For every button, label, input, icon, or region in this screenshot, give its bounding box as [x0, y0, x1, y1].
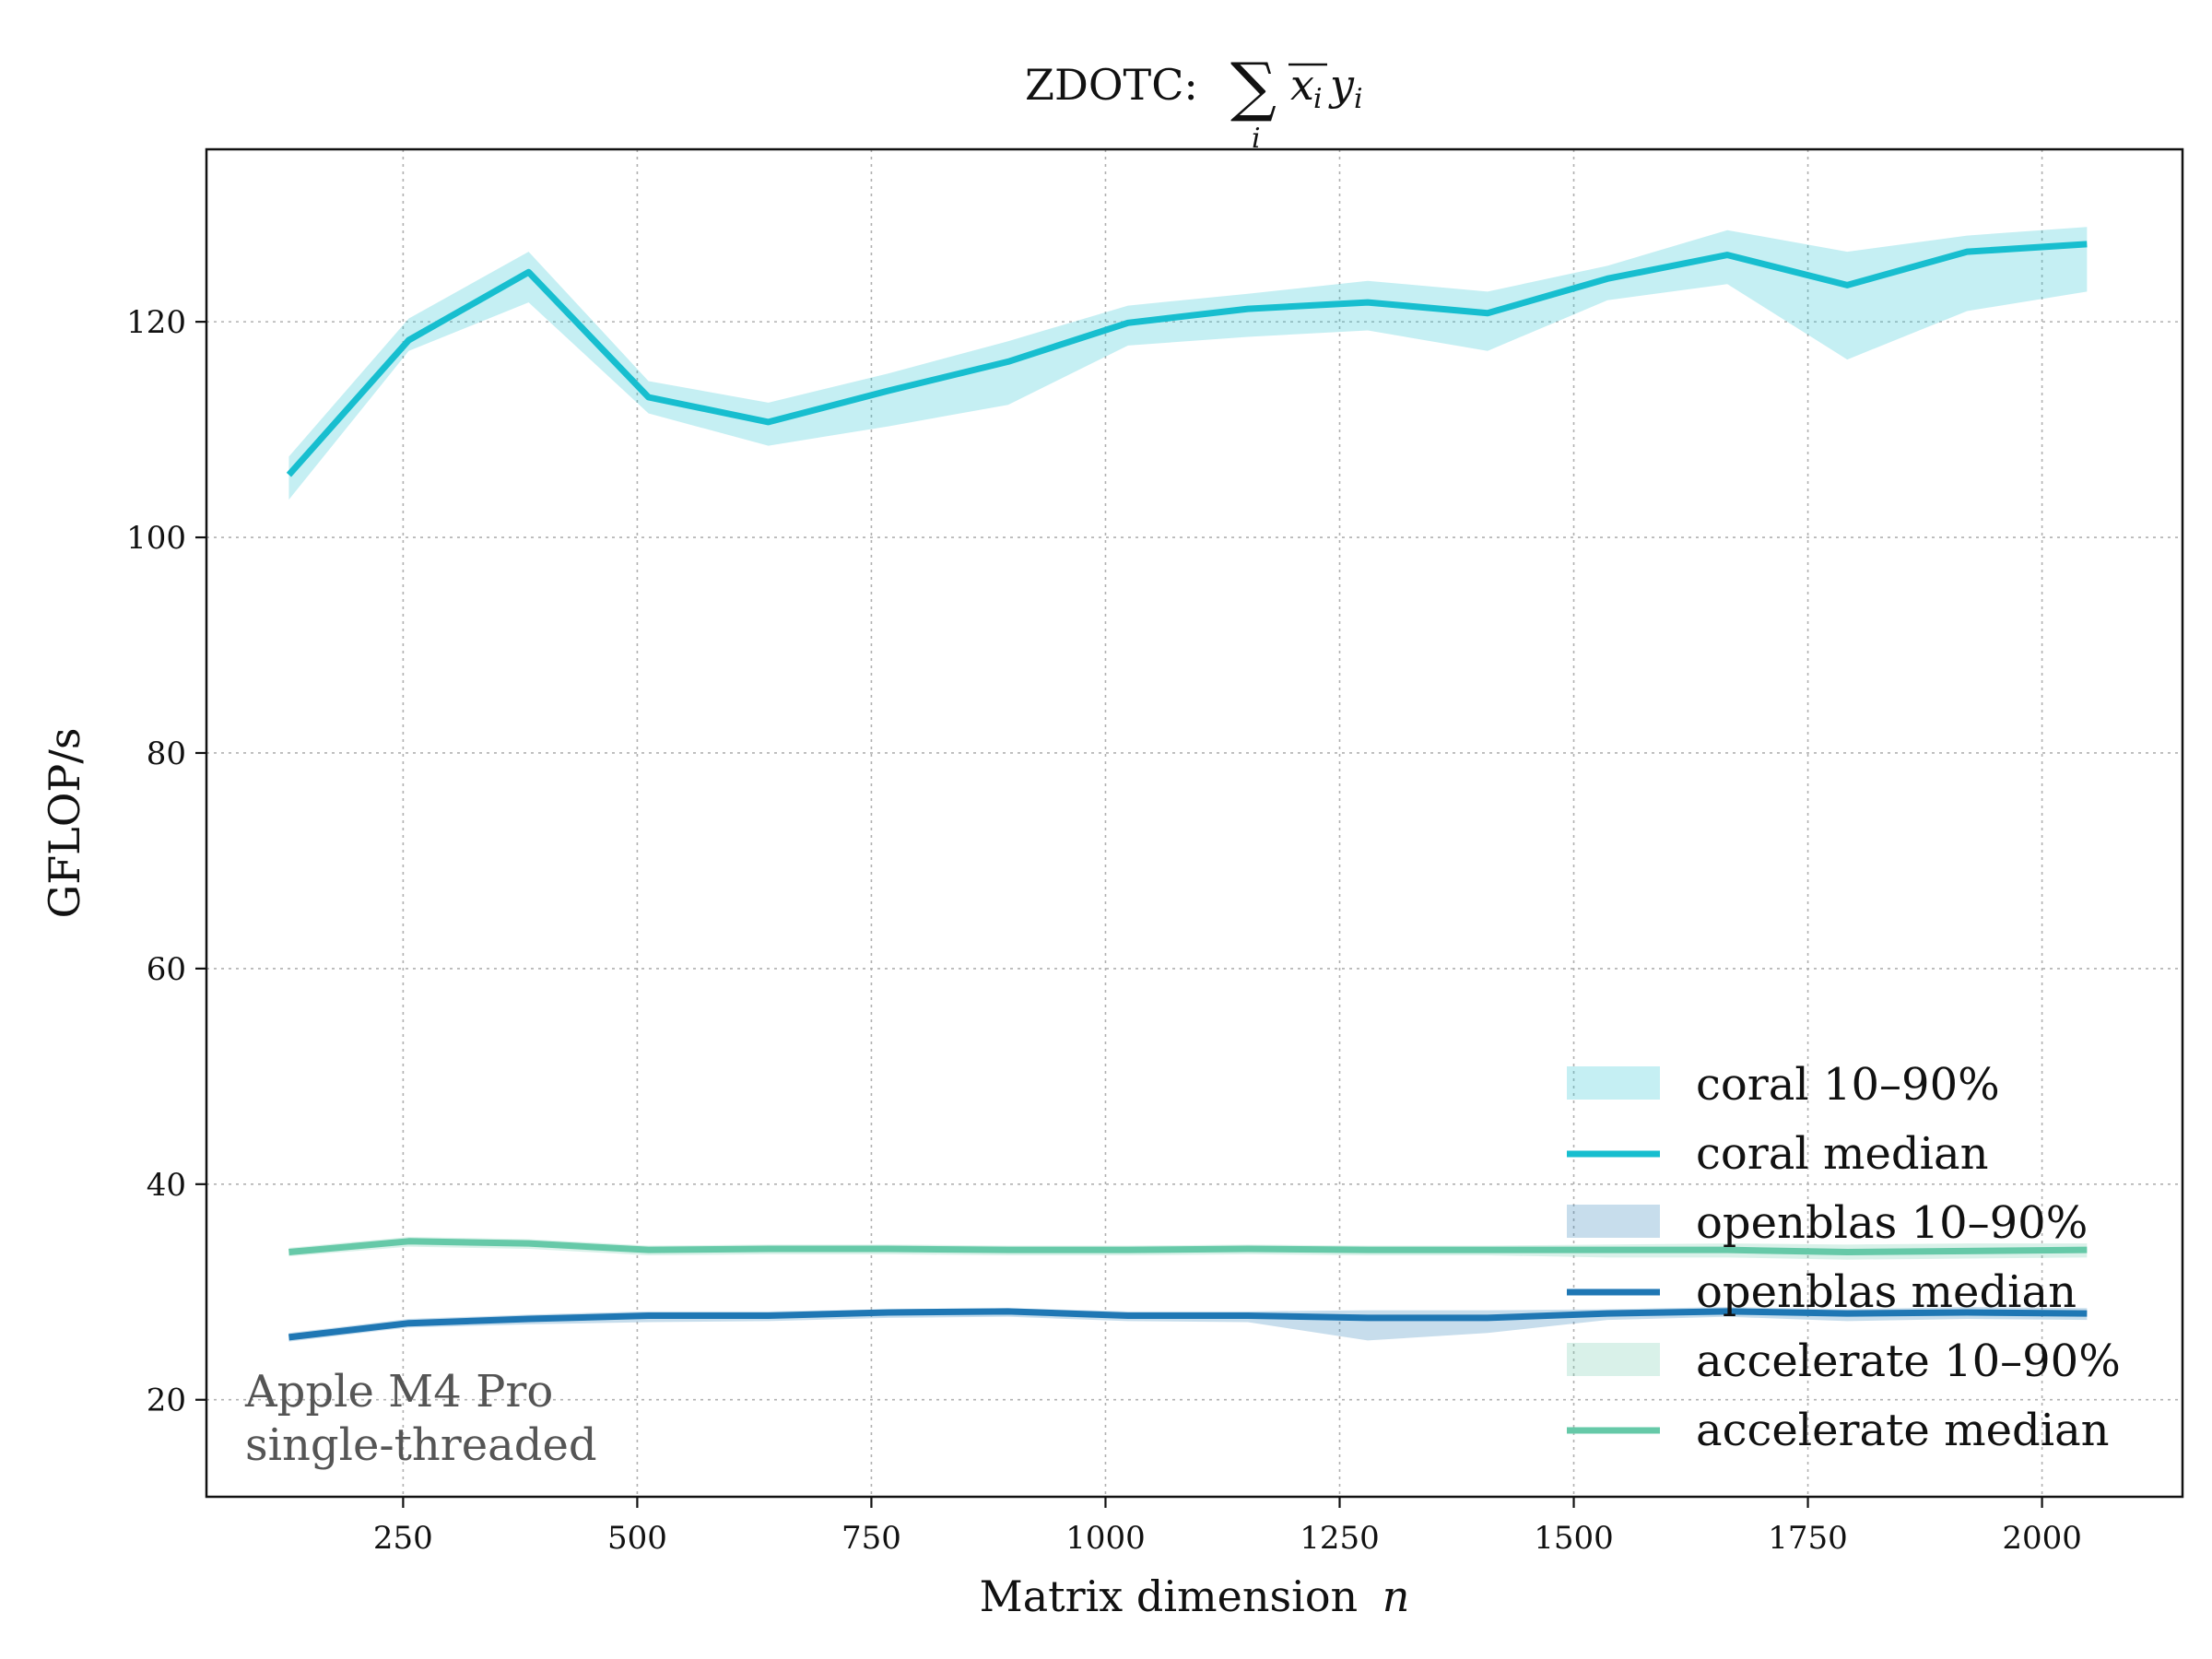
openblas-band-legend-swatch: [1567, 1205, 1660, 1238]
y-tick-label: 80: [147, 735, 186, 772]
coral-band: [288, 227, 2088, 500]
x-tick-label: 1250: [1300, 1520, 1380, 1557]
x-tick-label: 1750: [1768, 1520, 1848, 1557]
hardware-annotation: Apple M4 Pro single-threaded: [244, 1366, 597, 1471]
title-x-subscript: i: [1313, 83, 1323, 115]
coral-band-legend-swatch: [1567, 1066, 1660, 1100]
x-axis-label-text: Matrix dimension: [980, 1571, 1359, 1621]
median-lines: [286, 241, 2088, 1341]
x-tick-label: 2000: [2002, 1520, 2082, 1557]
title-y-subscript: i: [1354, 83, 1363, 115]
y-axis-ticks: 20 40 60 80 100 120: [126, 304, 206, 1419]
x-axis-ticks: 250 500 750 1000 1250 1500 1750 2000: [373, 1497, 2082, 1557]
accelerate-median-legend-label: accelerate median: [1696, 1405, 2110, 1456]
legend: coral 10–90% coral median openblas 10–90% o…: [1567, 1059, 2121, 1456]
openblas-median-line: [288, 1308, 2088, 1341]
openblas-median-legend-label: openblas median: [1696, 1266, 2077, 1318]
y-tick-label: 60: [147, 951, 186, 988]
title-y: y: [1328, 60, 1355, 110]
plot-frame: [205, 147, 2184, 1499]
y-axis-label: GFLOP/s: [40, 728, 89, 919]
accelerate-band-legend-label: accelerate 10–90%: [1696, 1335, 2121, 1387]
gridlines: [206, 149, 2183, 1497]
x-axis-label-variable: n: [1382, 1571, 1410, 1621]
openblas-band-legend-label: openblas 10–90%: [1696, 1197, 2088, 1249]
x-tick-label: 500: [607, 1520, 667, 1557]
y-tick-label: 120: [126, 304, 186, 341]
chart-title: ZDOTC: ∑ i x i y i: [1025, 49, 1363, 155]
x-tick-label: 1000: [1065, 1520, 1146, 1557]
x-tick-label: 1500: [1534, 1520, 1614, 1557]
title-x: x: [1290, 60, 1314, 110]
title-sum-index: i: [1252, 123, 1261, 155]
title-prefix: ZDOTC:: [1025, 60, 1198, 110]
title-sum-symbol: ∑: [1230, 49, 1277, 124]
y-tick-label: 100: [126, 520, 186, 557]
y-tick-label: 20: [147, 1382, 186, 1419]
x-tick-label: 750: [841, 1520, 901, 1557]
x-axis-label: Matrix dimension n: [980, 1571, 1410, 1621]
coral-median-line: [286, 241, 2088, 477]
accelerate-band-legend-swatch: [1567, 1343, 1660, 1376]
annotation-line-2: single-threaded: [245, 1419, 597, 1471]
annotation-line-1: Apple M4 Pro: [244, 1366, 553, 1418]
y-tick-label: 40: [147, 1167, 186, 1204]
x-tick-label: 250: [373, 1520, 433, 1557]
coral-band-legend-label: coral 10–90%: [1696, 1059, 2000, 1111]
accelerate-median-line: [288, 1238, 2088, 1256]
coral-median-legend-label: coral median: [1696, 1128, 1988, 1180]
